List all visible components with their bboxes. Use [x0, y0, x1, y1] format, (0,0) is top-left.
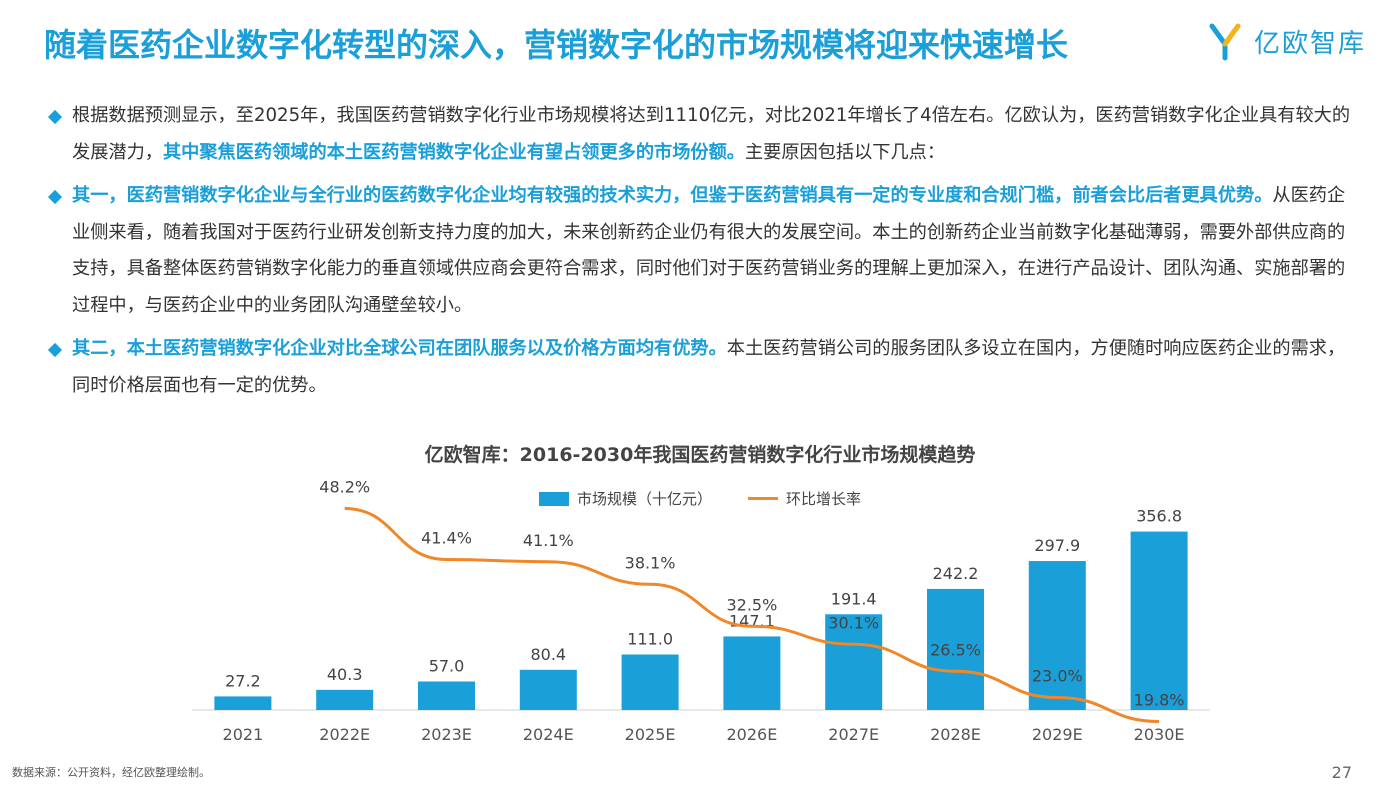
bullet-text: 从医药企业侧来看，随着我国对于医药行业研发创新支持力度的加大，未来创新药企业仍有… — [72, 185, 1346, 316]
bar-value-label: 242.2 — [933, 564, 979, 583]
bullet-item: 其二，本土医药营销数字化企业对比全球公司在团队服务以及价格方面均有优势。本土医药… — [47, 331, 1360, 404]
bullet-item: 根据数据预测显示，至2025年，我国医药营销数字化行业市场规模将达到1110亿元… — [47, 98, 1360, 171]
legend-line-swatch — [748, 497, 778, 500]
line-value-label: 38.1% — [625, 553, 676, 572]
bullet-highlight-text: 其二，本土医药营销数字化企业对比全球公司在团队服务以及价格方面均有优势。 — [72, 338, 727, 359]
bullet-text: 主要原因包括以下几点： — [744, 141, 946, 163]
bullet-text: 本土医药营销公司的服务团队多设立在国内，方便随时响应医药企业的需求，同时价格层面… — [72, 338, 1346, 396]
bar-value-label: 356.8 — [1136, 507, 1182, 526]
x-tick-label: 2027E — [828, 725, 879, 744]
line-value-label: 26.5% — [930, 640, 981, 659]
bar — [927, 588, 984, 710]
line-value-label: 32.5% — [726, 595, 777, 614]
chart-title: 亿欧智库：2016-2030年我国医药营销数字化行业市场规模趋势 — [424, 444, 976, 466]
bar — [1028, 561, 1086, 710]
legend-item-line: 环比增长率 — [748, 488, 861, 509]
line-value-label: 41.4% — [421, 529, 472, 548]
bar — [723, 636, 781, 710]
legend-bar-swatch — [538, 491, 569, 506]
legend-label-growth-rate: 环比增长率 — [786, 490, 862, 508]
growth-rate-line — [344, 507, 1160, 723]
bullet-item: 其一，医药营销数字化企业与全行业的医药数字化企业均有较强的技术实力，但鉴于医药营… — [47, 178, 1360, 324]
line-value-label: 41.1% — [523, 531, 574, 550]
source-note: 数据来源：公开资料，经亿欧整理绘制。 — [12, 766, 210, 779]
bar-value-label: 57.0 — [429, 657, 465, 676]
line-value-label: 30.1% — [828, 613, 879, 632]
bullet-list: 根据数据预测显示，至2025年，我国医药营销数字化行业市场规模将达到1110亿元… — [47, 98, 1360, 411]
legend-label-market-size: 市场规模（十亿元） — [576, 490, 712, 508]
x-tick-label: 2023E — [421, 725, 472, 744]
bullet-text: 根据数据预测显示，至2025年，我国医药营销数字化行业市场规模将达到1110亿元… — [72, 105, 1351, 163]
x-tick-label: 2030E — [1134, 725, 1185, 744]
bar — [316, 689, 374, 710]
bar-value-label: 191.4 — [831, 589, 877, 608]
x-tick-label: 2028E — [930, 725, 981, 744]
bar-value-label: 27.2 — [225, 671, 261, 690]
bar — [1130, 531, 1188, 710]
bar — [621, 654, 679, 710]
chart-legend: 市场规模（十亿元） 环比增长率 — [0, 488, 1400, 509]
page-number: 27 — [1331, 763, 1352, 782]
bar — [418, 681, 475, 710]
brand-name: 亿欧智库 — [1253, 28, 1366, 59]
x-tick-label: 2024E — [523, 725, 574, 744]
bar — [519, 669, 577, 710]
x-tick-label: 2025E — [625, 725, 676, 744]
yiou-logo-icon — [1209, 23, 1241, 61]
line-value-label: 48.2% — [319, 478, 370, 497]
bar — [214, 696, 272, 710]
bar-value-label: 297.9 — [1034, 536, 1080, 555]
legend-item-bar: 市场规模（十亿元） — [538, 488, 712, 509]
bar-value-label: 111.0 — [627, 630, 673, 649]
line-value-label: 23.0% — [1032, 667, 1083, 686]
bar — [825, 614, 883, 710]
brand-logo: 亿欧智库 — [1208, 20, 1366, 62]
x-tick-label: 2021 — [223, 725, 264, 744]
x-tick-label: 2022E — [319, 725, 370, 744]
bar-value-label: 40.3 — [327, 665, 363, 684]
x-tick-label: 2026E — [726, 725, 777, 744]
line-value-label: 19.8% — [1134, 691, 1185, 710]
bar-value-label: 80.4 — [530, 645, 566, 664]
page-title: 随着医药企业数字化转型的深入，营销数字化的市场规模将迎来快速增长 — [44, 26, 1069, 64]
bullet-highlight-text: 其一，医药营销数字化企业与全行业的医药数字化企业均有较强的技术实力，但鉴于医药营… — [72, 185, 1273, 206]
bullet-highlight-text: 其中聚焦医药领域的本土医药营销数字化企业有望占领更多的市场份额。 — [162, 141, 745, 163]
x-tick-label: 2029E — [1032, 725, 1083, 744]
